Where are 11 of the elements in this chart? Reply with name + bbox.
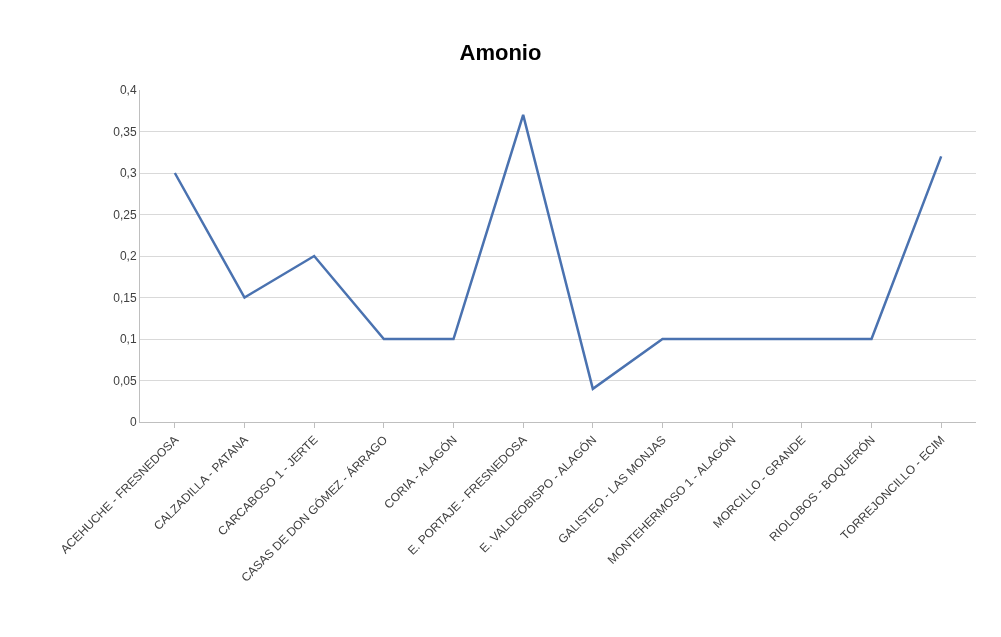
y-tick-label: 0,25 — [113, 207, 137, 222]
y-tick-label: 0,2 — [119, 249, 137, 264]
y-tick-label: 0,4 — [119, 83, 137, 98]
y-tick-label: 0 — [129, 415, 137, 430]
chart-title: Amonio — [459, 39, 542, 65]
y-tick-label: 0,3 — [119, 166, 137, 181]
y-tick-label: 0,1 — [119, 332, 137, 347]
line-series — [173, 113, 943, 391]
y-tick-label: 0,05 — [113, 373, 137, 388]
y-tick-label: 0,15 — [113, 290, 137, 305]
y-tick-label: 0,35 — [113, 124, 137, 139]
